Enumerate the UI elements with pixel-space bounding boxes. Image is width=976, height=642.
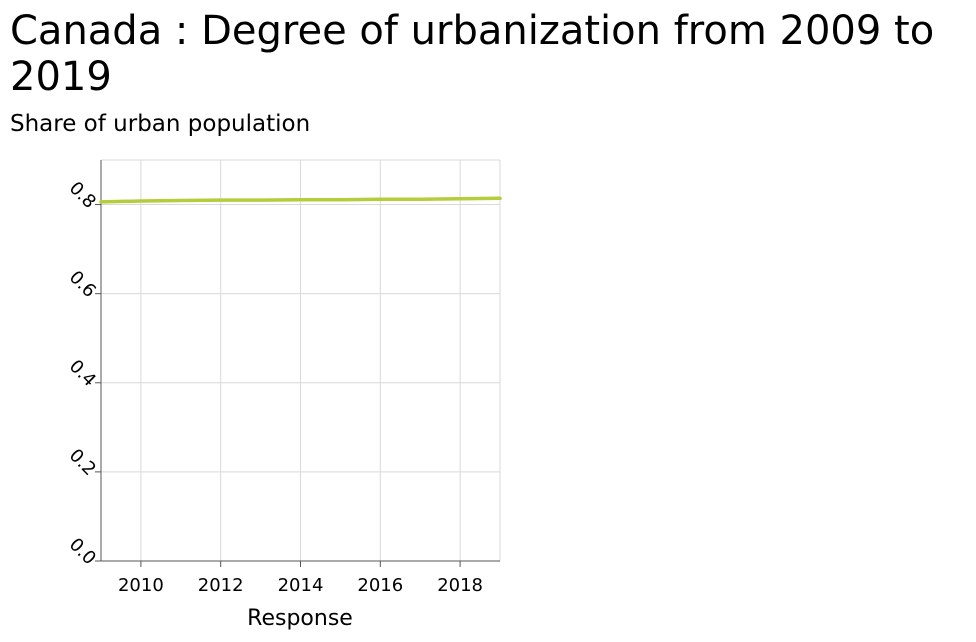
x-tick-label: 2014 [278,575,324,596]
y-tick-label: 0.2 [65,445,100,480]
y-tick-label: 0.6 [65,267,100,302]
x-tick-label: 2018 [437,575,483,596]
x-axis-title: Response [247,606,353,631]
y-tick-label: 0.8 [65,178,100,213]
series-group [99,196,502,204]
y-tick-label: 0.4 [65,356,100,391]
x-tick-label: 2012 [198,575,244,596]
y-axis-ticks: 0.0 0.2 0.4 0.6 0.8 [65,178,101,569]
series-line [99,196,502,204]
y-tick-label: 0.0 [65,534,100,569]
y-axis-title: Share of urban population [10,111,311,137]
x-tick-label: 2010 [118,575,164,596]
x-axis-ticks: 2010 2012 2014 2016 2018 [118,561,483,596]
grid-lines [101,159,501,562]
chart-title: Canada : Degree of urbanization from 200… [10,8,935,100]
x-tick-label: 2016 [357,575,403,596]
